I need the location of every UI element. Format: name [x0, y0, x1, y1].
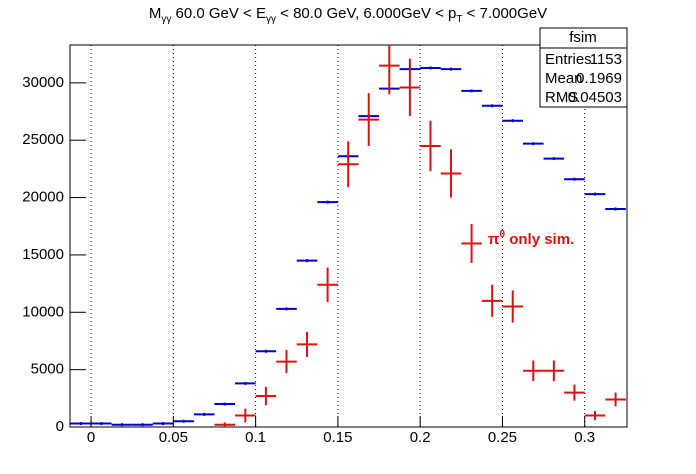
- x-tick-label: 0.1: [245, 429, 266, 446]
- y-tick-label: 0: [56, 418, 64, 435]
- x-tick-label: 0.2: [410, 429, 431, 446]
- text-part: < 80.0 GeV, 6.000GeV < p: [276, 5, 456, 22]
- stats-value: 0.04503: [568, 89, 622, 106]
- marks: [70, 45, 626, 427]
- text-part: γγ: [266, 14, 276, 25]
- y-tick-label: 5000: [31, 361, 64, 378]
- stats-label: RMS: [545, 89, 578, 106]
- stats-value: 0.1969: [576, 70, 622, 87]
- text-part: 0: [499, 229, 505, 240]
- y-tick-label: 25000: [22, 131, 64, 148]
- y-tick-label: 15000: [22, 246, 64, 263]
- y-tick-label: 10000: [22, 303, 64, 320]
- axes: 0 0.05 0.1 0.15 0.2 0.25 0.3 0 5000 10000 15000 200…: [22, 74, 595, 446]
- stats-label: Entries: [545, 51, 592, 68]
- stats-frame: [539, 27, 628, 108]
- text-part: 60.0 GeV < E: [171, 5, 266, 22]
- x-tick-label: 0.3: [574, 429, 595, 446]
- text-part: T: [456, 14, 462, 25]
- chart-title: Mγγ 60.0 GeV < Eγγ < 80.0 GeV, 6.000GeV …: [149, 5, 547, 25]
- x-tick-label: 0: [87, 429, 95, 446]
- text-part: M: [149, 5, 162, 22]
- stats-label: Mean: [545, 70, 583, 87]
- stats-value: 1153: [590, 51, 622, 68]
- x-tick-label: 0.15: [323, 429, 352, 446]
- x-tick-label: 0.05: [159, 429, 188, 446]
- stats-title: fsim: [569, 29, 597, 46]
- text-part: only sim.: [505, 231, 574, 248]
- text-part: π: [488, 231, 500, 248]
- text-part: < 7.000GeV: [463, 5, 548, 22]
- y-tick-label: 30000: [22, 74, 64, 91]
- x-tick-label: 0.25: [488, 429, 517, 446]
- annotation: π0 only sim.: [488, 229, 574, 248]
- y-tick-label: 20000: [22, 189, 64, 206]
- text-part: γγ: [161, 14, 171, 25]
